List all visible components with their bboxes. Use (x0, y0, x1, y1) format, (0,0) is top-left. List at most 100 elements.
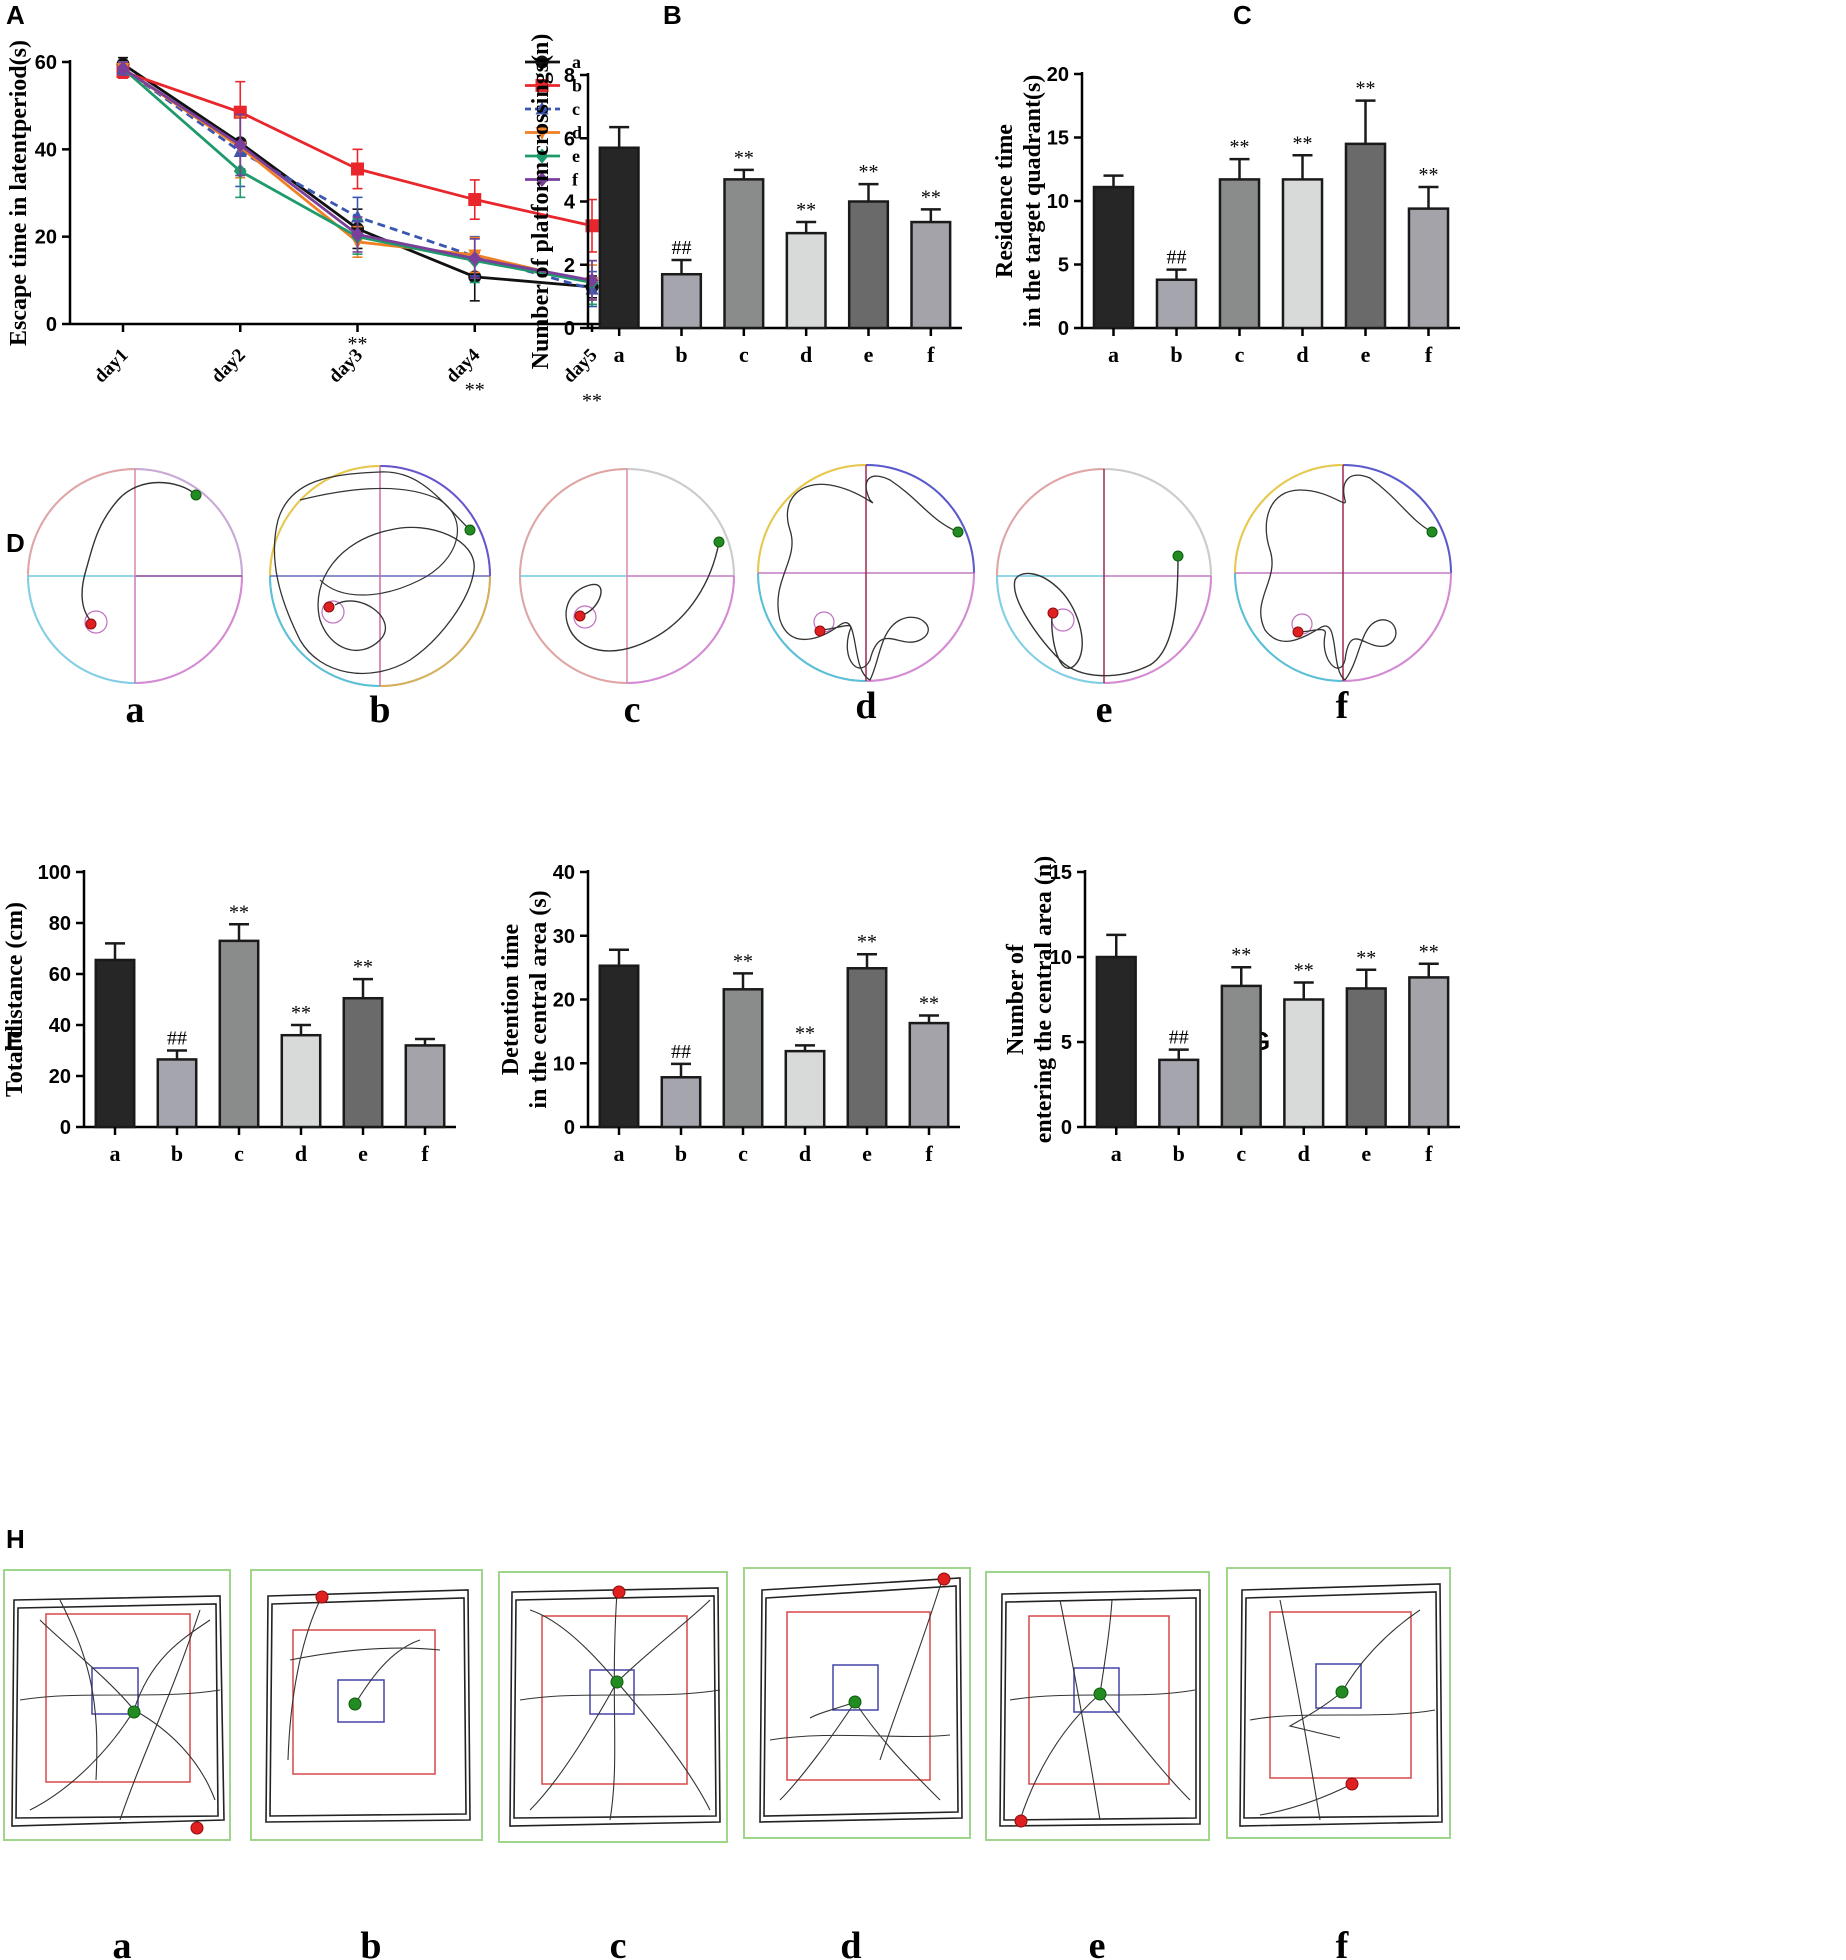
y-tick-label: 10 (553, 1053, 575, 1075)
y-tick-label: 40 (35, 139, 57, 161)
panel-letter-e: E (6, 1026, 23, 1056)
x-tick-label-f: f (1425, 342, 1433, 367)
x-tick-label-e: e (864, 342, 874, 367)
open-field-label-c: c (610, 1925, 627, 1960)
legend-marker-b (535, 79, 549, 92)
bar-c (1220, 984, 1262, 1129)
panel-letter-d: D (6, 528, 25, 558)
chart-c-target-quadrant-time: 0 5 10 15 20 Residence time in the target quad… (992, 64, 1460, 367)
significance-label-b: ## (672, 237, 692, 259)
open-field-track-d (743, 1567, 971, 1839)
open-field-label-f: f (1336, 1925, 1350, 1960)
significance-label-e: ** (859, 161, 879, 183)
y-tick-label: 40 (553, 862, 575, 884)
panel-letter-h: H (6, 1524, 25, 1554)
maze-track-d (757, 464, 975, 682)
y-tick-label: 20 (49, 1066, 71, 1088)
legend-marker-a (535, 55, 549, 69)
x-tick-label-b: b (675, 1141, 687, 1166)
y-axis-label: in the central area (s) (526, 890, 552, 1108)
x-tick-label-f: f (925, 1141, 933, 1166)
significance-label-c: ** (1231, 944, 1251, 966)
y-tick-label: 10 (1047, 191, 1069, 213)
open-field-track-c (498, 1571, 728, 1843)
bar-f (908, 1021, 950, 1129)
x-tick-label-f: f (421, 1141, 429, 1166)
significance-label-e: ** (1356, 78, 1376, 100)
y-tick-label: 4 (564, 192, 576, 214)
significance-label-b: ## (671, 1041, 691, 1063)
significance-label-day3: ** (348, 333, 368, 355)
y-tick-label: 8 (564, 65, 575, 87)
bar-e (846, 967, 888, 1129)
y-tick-label: 0 (46, 314, 57, 336)
bar-c (722, 988, 764, 1129)
bar-c (218, 939, 260, 1129)
significance-label-c: ** (229, 901, 249, 923)
legend-marker-d (535, 127, 549, 140)
open-field-label-d: d (840, 1925, 861, 1960)
y-axis-label: Escape time in latentperiod(s) (6, 40, 32, 346)
legend-label-f: f (572, 170, 579, 190)
bar-a (94, 958, 136, 1129)
y-tick-label: 0 (1061, 1117, 1072, 1139)
panel-letter-c: C (1233, 0, 1252, 30)
bar-b (1155, 278, 1198, 330)
data-point-b (351, 162, 364, 176)
legend-marker-c (535, 101, 549, 115)
data-point-f (116, 61, 130, 77)
y-tick-label: 80 (49, 913, 71, 935)
data-point-f (351, 226, 364, 242)
chart-g-central-entries: 0 5 10 15 Number of entering the central area… (1003, 856, 1460, 1166)
legend-label-d: d (572, 123, 582, 143)
y-tick-label: 60 (35, 52, 57, 74)
bar-a (1092, 185, 1135, 330)
maze-track-a (27, 468, 243, 684)
y-axis-label: Number of (1003, 943, 1029, 1055)
x-tick-label-d: d (1296, 342, 1308, 367)
y-axis-label: Total distance (cm) (2, 902, 28, 1097)
bar-b (156, 1058, 198, 1129)
significance-label-c: ** (734, 147, 754, 169)
open-field-track-f (1226, 1567, 1451, 1839)
x-tick-label-a: a (1111, 1141, 1122, 1166)
significance-label-f: ** (1419, 164, 1439, 186)
bar-d (1283, 998, 1325, 1129)
maze-label-b: b (369, 689, 390, 731)
y-tick-label: 15 (1047, 128, 1069, 150)
x-tick-label-c: c (1236, 1141, 1246, 1166)
y-tick-label: 20 (35, 227, 57, 249)
x-tick-label-a: a (614, 1141, 625, 1166)
x-tick-label-day2: day2 (207, 345, 249, 387)
legend-label-c: c (572, 99, 580, 119)
open-field-track-a (3, 1569, 231, 1841)
y-tick-label: 30 (553, 926, 575, 948)
maze-label-a: a (126, 689, 145, 731)
significance-label-b: ## (1169, 1027, 1189, 1049)
maze-track-c (519, 468, 735, 684)
open-field-track-b (250, 1569, 483, 1841)
bar-f (1408, 976, 1450, 1129)
significance-label-d: ** (795, 1022, 815, 1044)
x-tick-label-d: d (799, 1141, 811, 1166)
significance-label-e: ** (857, 931, 877, 953)
legend-label-b: b (572, 76, 582, 96)
x-tick-label-e: e (1361, 342, 1371, 367)
y-tick-label: 0 (564, 1117, 575, 1139)
significance-label-day5: ** (582, 390, 602, 412)
open-field-label-b: b (360, 1925, 381, 1960)
x-tick-label-c: c (1235, 342, 1245, 367)
maze-label-f: f (1336, 685, 1350, 727)
y-tick-label: 100 (38, 862, 71, 884)
significance-label-d: ** (1293, 132, 1313, 154)
water-maze-track-images: a b c d e f (27, 464, 1452, 731)
x-tick-label-a: a (1108, 342, 1119, 367)
y-axis-label: in the target quadrant(s) (1020, 75, 1046, 328)
maze-label-e: e (1096, 689, 1113, 731)
significance-label-f: ** (1419, 941, 1439, 963)
y-tick-label: 40 (49, 1015, 71, 1037)
data-point-b (468, 193, 482, 207)
y-axis-label: Residence time (992, 124, 1018, 278)
bar-b (660, 272, 703, 330)
